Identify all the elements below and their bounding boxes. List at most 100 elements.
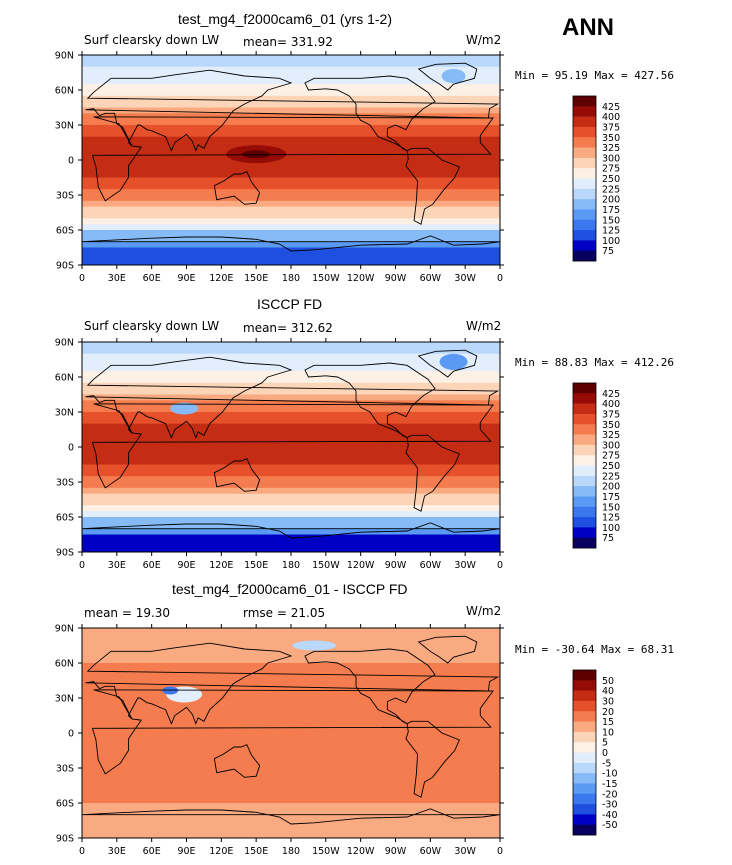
lat-label: 90N bbox=[55, 51, 74, 62]
coastline-6 bbox=[405, 720, 460, 798]
field-band bbox=[82, 60, 500, 68]
field-band bbox=[82, 412, 500, 419]
colorbar-label: 225 bbox=[602, 184, 620, 195]
field-band bbox=[82, 686, 500, 693]
field-band bbox=[82, 458, 500, 465]
coastline-4 bbox=[304, 362, 436, 439]
colorbar-label: -10 bbox=[602, 769, 618, 780]
colorbar-swatch bbox=[573, 209, 596, 221]
field-band bbox=[82, 505, 500, 512]
field-band bbox=[82, 235, 500, 243]
field-band bbox=[82, 136, 500, 143]
field-band bbox=[82, 224, 500, 231]
panel-3-minmax: Min = -30.64 Max = 68.31 bbox=[515, 643, 674, 656]
lon-label: 90E bbox=[177, 846, 195, 857]
field-band bbox=[82, 528, 500, 535]
lon-label: 0 bbox=[79, 273, 85, 284]
field-band bbox=[82, 200, 500, 208]
colorbar-label: 125 bbox=[602, 513, 620, 524]
field-band bbox=[82, 101, 500, 108]
colorbar-label: 325 bbox=[602, 430, 620, 441]
colorbar-label: 20 bbox=[602, 707, 614, 718]
lat-label: 60S bbox=[56, 513, 74, 524]
map-panel-3: 90N 60N 30N 0 30S 60S 90S 0 30E 60E 90E 120E 150E 180… bbox=[55, 624, 504, 857]
field-band bbox=[82, 84, 500, 91]
coastline-2 bbox=[85, 356, 500, 439]
colorbar-swatch bbox=[573, 742, 596, 753]
panel-3-title: test_mg4_f2000cam6_01 - ISCCP FD bbox=[172, 581, 408, 597]
panel-3-units: W/m2 bbox=[466, 604, 502, 618]
lon-label: 90W bbox=[385, 560, 407, 571]
colorbar-frame bbox=[572, 669, 597, 836]
field-band bbox=[82, 674, 500, 681]
field-band bbox=[82, 470, 500, 477]
colorbar-label: 5 bbox=[602, 738, 608, 749]
field-band bbox=[82, 394, 500, 401]
panel-1-minmax: Min = 95.19 Max = 427.56 bbox=[515, 69, 674, 82]
colorbar-swatch bbox=[573, 711, 596, 722]
colorbar-label: 175 bbox=[602, 492, 620, 503]
colorbar-swatch bbox=[573, 690, 596, 702]
field-band bbox=[82, 476, 500, 483]
colorbar-swatch bbox=[573, 126, 596, 138]
colorbar-swatch bbox=[573, 240, 596, 251]
colorbar-label: -15 bbox=[602, 779, 618, 790]
lon-label: 30W bbox=[454, 846, 476, 857]
map-panel-1: 90N 60N 30N 0 30S 60S 90S 0 30E 60E 90E 120E 150E 180… bbox=[55, 51, 504, 284]
colorbar-swatch bbox=[573, 527, 596, 538]
lon-label: 60E bbox=[143, 560, 161, 571]
colorbar-label: 400 bbox=[602, 399, 620, 410]
field-band bbox=[82, 171, 500, 178]
colorbar-swatch bbox=[573, 465, 596, 477]
field-band bbox=[82, 651, 500, 658]
colorbar-label: 275 bbox=[602, 451, 620, 462]
coastline-1 bbox=[91, 403, 494, 489]
field-band bbox=[82, 183, 500, 190]
lon-label: 150E bbox=[244, 560, 268, 571]
lon-label: 180 bbox=[282, 846, 300, 857]
colorbar-label: 30 bbox=[602, 696, 614, 707]
colorbar-label: 225 bbox=[602, 471, 620, 482]
panel-1-mean: mean= 331.92 bbox=[243, 35, 333, 49]
field-band bbox=[82, 230, 500, 237]
colorbar-label: 40 bbox=[602, 686, 614, 697]
colorbar-swatch bbox=[573, 486, 596, 497]
colorbar-swatch bbox=[573, 680, 596, 691]
colorbar-swatch bbox=[573, 496, 596, 508]
coastline-6 bbox=[405, 147, 460, 225]
lat-label: 30S bbox=[56, 478, 74, 489]
coastline-3 bbox=[213, 171, 261, 205]
colorbar-swatch bbox=[573, 424, 596, 435]
lon-label: 60W bbox=[420, 273, 442, 284]
field-band bbox=[82, 388, 500, 395]
colorbar-swatch bbox=[573, 393, 596, 404]
field-band bbox=[82, 464, 500, 471]
lat-label: 0 bbox=[68, 729, 74, 740]
arctic-diff-feature bbox=[292, 640, 337, 651]
lon-label: 0 bbox=[497, 846, 503, 857]
colorbar-label: 10 bbox=[602, 727, 614, 738]
field-band bbox=[82, 125, 500, 132]
field-band bbox=[82, 663, 500, 670]
colorbar-label: 175 bbox=[602, 205, 620, 216]
colorbar-swatch bbox=[573, 455, 596, 466]
panel-1-units: W/m2 bbox=[466, 33, 502, 47]
coastline-3 bbox=[213, 744, 261, 778]
colorbar-frame bbox=[572, 95, 597, 262]
field-band bbox=[82, 241, 500, 248]
colorbar-swatch bbox=[573, 403, 596, 415]
colorbar-label: -50 bbox=[602, 820, 618, 831]
lat-label: 30S bbox=[56, 191, 74, 202]
colorbar-swatch bbox=[573, 814, 596, 825]
field-band bbox=[82, 154, 500, 161]
field-band bbox=[82, 218, 500, 225]
lat-label: 60N bbox=[55, 86, 74, 97]
panel-1-variable: Surf clearsky down LW bbox=[84, 33, 220, 47]
panel-1-title: test_mg4_f2000cam6_01 (yrs 1-2) bbox=[178, 11, 392, 27]
colorbar-label: 375 bbox=[602, 409, 620, 420]
colorbar-swatch bbox=[573, 96, 596, 107]
field-band bbox=[82, 119, 500, 126]
colorbar-label: 15 bbox=[602, 717, 614, 728]
lon-label: 60W bbox=[420, 846, 442, 857]
field-band bbox=[82, 721, 500, 728]
